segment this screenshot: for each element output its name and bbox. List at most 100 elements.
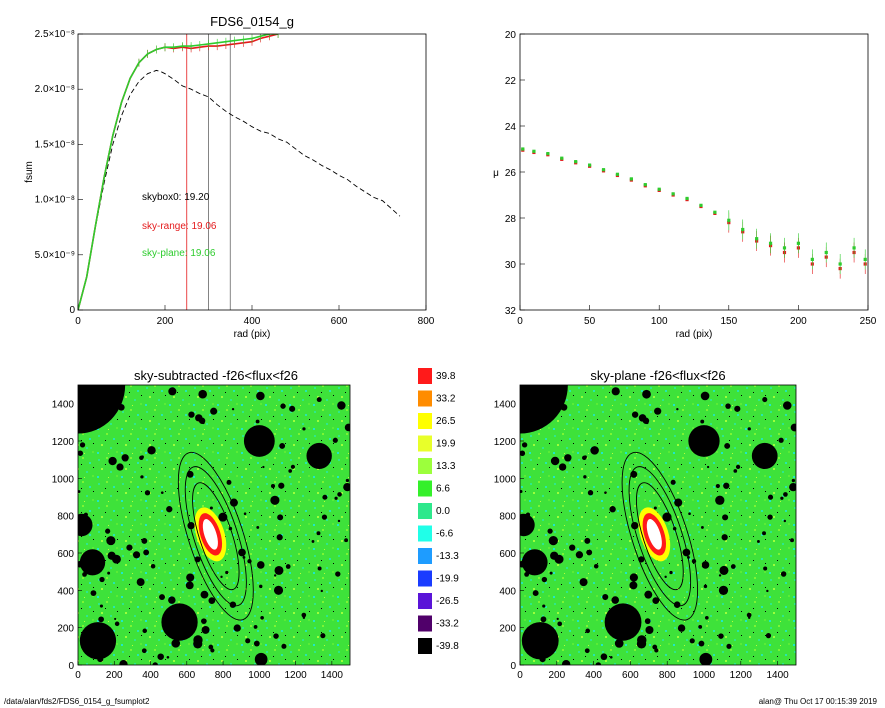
footer-file-path: /data/alan/fds2/FDS6_0154_g_fsumplot2 (4, 697, 150, 706)
small-star-mask (538, 415, 545, 423)
small-star-mask (78, 561, 84, 568)
mu-point-sky-plane (685, 196, 689, 201)
small-star-mask (270, 495, 280, 505)
small-star-mask (253, 640, 260, 647)
small-star-mask (611, 387, 620, 396)
small-star-mask (763, 566, 768, 571)
fsum-y-tick-label: 0 (69, 305, 75, 316)
small-star-mask (582, 455, 587, 461)
small-star-mask (201, 421, 205, 425)
small-star-mask (344, 423, 350, 432)
colorbar-swatch (418, 548, 432, 564)
small-star-mask (724, 442, 731, 449)
small-star-mask (276, 534, 283, 541)
small-star-mask (107, 409, 115, 417)
small-star-mask (682, 548, 691, 557)
small-star-mask (317, 566, 322, 571)
small-star-mask (119, 660, 128, 665)
series-sky-plane (78, 34, 279, 310)
image-x-tick-label: 0 (517, 670, 523, 681)
small-star-mask (136, 578, 145, 587)
small-star-mask (765, 633, 772, 639)
small-star-mask (201, 618, 207, 624)
small-star-mask (700, 419, 705, 424)
small-star-mask (208, 644, 214, 650)
mu-point-sky-plane (629, 177, 633, 181)
mu-point-sky-plane (643, 183, 647, 187)
small-star-mask (166, 506, 173, 513)
fsum-x-tick-label: 800 (418, 316, 435, 327)
annotation-sky-range: sky-range: 19.06 (142, 221, 217, 232)
small-star-mask (629, 581, 638, 590)
small-star-mask (718, 585, 729, 595)
isophote-ellipse (192, 482, 240, 591)
small-star-mask (698, 624, 703, 629)
small-star-mask (253, 625, 258, 629)
image-y-tick-label: 200 (57, 624, 74, 635)
small-star-mask (531, 558, 538, 565)
fsum-y-tick-label: 1.5×10⁻⁸ (35, 139, 75, 150)
small-star-mask (311, 540, 315, 543)
small-star-mask (185, 581, 194, 590)
small-star-mask (677, 624, 686, 632)
small-star-mask (107, 571, 111, 575)
small-star-mask (762, 531, 766, 536)
small-star-mask (689, 638, 695, 644)
mu-point-sky-plane (671, 192, 675, 196)
small-star-mask (642, 389, 651, 399)
small-star-mask (141, 648, 147, 654)
small-star-mask (78, 525, 81, 532)
colorbar: 39.8 33.2 26.5 19.9 13.3 6.6 0.0 -6.6 -13.3 -19.9… (418, 368, 459, 654)
small-star-mask (580, 554, 583, 558)
image-y-tick-label: 400 (57, 586, 74, 597)
small-star-mask (560, 403, 568, 411)
small-star-mask (554, 554, 564, 564)
image-y-tick-label: 1000 (494, 474, 517, 485)
colorbar-swatch (418, 525, 432, 542)
small-star-mask (644, 590, 653, 599)
small-star-mask (602, 594, 609, 601)
mu-point-sky-plane (657, 187, 661, 191)
small-star-mask (715, 495, 725, 505)
small-star-mask (783, 519, 787, 523)
small-star-mask (337, 401, 346, 410)
small-star-mask (105, 528, 111, 534)
small-star-mask (198, 389, 207, 399)
small-star-mask (171, 639, 181, 648)
colorbar-swatch (418, 638, 432, 654)
small-star-mask (187, 522, 195, 530)
fsum-x-axis-label: rad (pix) (234, 329, 271, 340)
small-star-mask (611, 596, 620, 604)
small-star-mask (701, 561, 710, 569)
small-star-mask (609, 506, 616, 513)
fsum-x-tick-label: 600 (331, 316, 348, 327)
colorbar-swatch (418, 390, 432, 407)
mu-point-sky-plane (601, 168, 606, 172)
fsum-plot-frame (77, 33, 427, 311)
small-star-mask (98, 616, 104, 623)
mu-x-tick-label: 100 (651, 316, 668, 327)
small-star-mask (676, 408, 679, 411)
small-star-mask (587, 490, 594, 496)
small-star-mask (645, 625, 654, 634)
small-star-mask (704, 615, 709, 620)
annotation-sky-plane: sky-plane: 19.06 (142, 248, 216, 259)
star-mask (161, 603, 198, 641)
small-star-mask (106, 536, 116, 546)
small-star-mask (579, 578, 588, 587)
small-star-mask (273, 633, 279, 639)
small-star-mask (735, 464, 741, 469)
mu-y-tick-label: 20 (505, 30, 517, 41)
small-star-mask (569, 544, 576, 551)
image-x-tick-label: 1200 (284, 670, 307, 681)
mu-y-axis-label: μ (493, 168, 499, 179)
star-mask (564, 454, 572, 462)
small-star-mask (778, 437, 784, 443)
mu-y-tick-label: 22 (505, 76, 517, 87)
small-star-mask (631, 411, 639, 418)
colorbar-swatch (418, 503, 432, 519)
small-star-mask (653, 506, 657, 510)
small-star-mask (90, 590, 97, 596)
sky-subtracted-image: sky-subtracted -f26<flux<f26 0 200 400 600 8… (52, 368, 351, 681)
mu-point-sky-plane (532, 149, 536, 153)
